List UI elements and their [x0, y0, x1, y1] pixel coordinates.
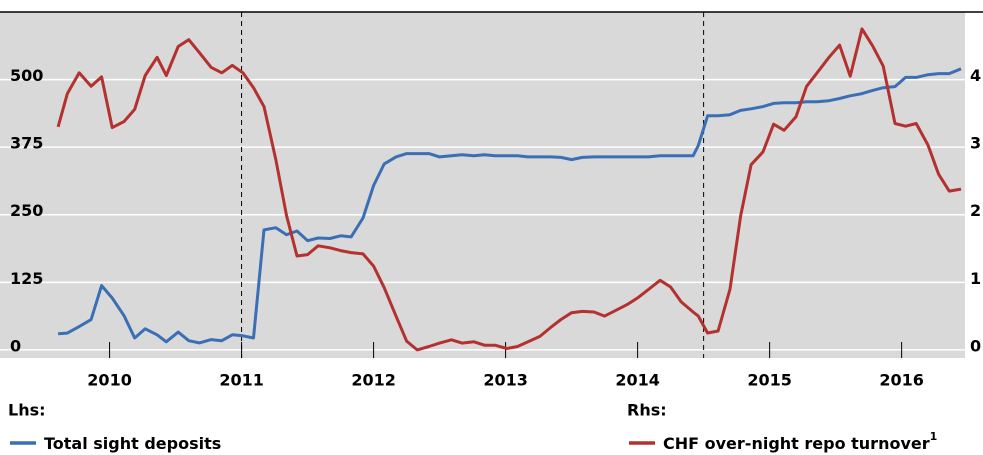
legend-note: 1	[930, 430, 938, 443]
x-tick-label: 2010	[87, 371, 132, 390]
series-line	[58, 67, 962, 345]
y2-tick-label: 1	[970, 269, 981, 288]
x-tick-label: 2013	[483, 371, 528, 390]
legend-group: Lhs:	[8, 401, 46, 420]
y-tick-label: 250	[10, 201, 43, 220]
plot-background	[0, 12, 965, 358]
legend-label: CHF over-night repo turnover1	[663, 430, 937, 453]
x-tick-label: 2015	[747, 371, 792, 390]
legend-group: Rhs:	[627, 401, 667, 420]
y2-tick-label: 4	[970, 66, 981, 85]
x-tick-label: 2012	[351, 371, 396, 390]
series-line	[56, 27, 962, 352]
y-tick-label: 375	[10, 134, 43, 153]
legend-name: CHF over-night repo turnover	[663, 434, 930, 453]
y2-tick-label: 2	[970, 201, 981, 220]
x-tick-label: 2014	[615, 371, 660, 390]
y-tick-label: 500	[10, 66, 43, 85]
x-tick-label: 2016	[879, 371, 924, 390]
legend-label: Total sight deposits	[44, 434, 221, 453]
x-tick-label: 2011	[219, 371, 264, 390]
legend-name: Total sight deposits	[44, 434, 221, 453]
y2-tick-label: 3	[970, 134, 981, 153]
y2-tick-label: 0	[970, 336, 981, 355]
y-tick-label: 125	[10, 269, 43, 288]
y-tick-label: 0	[10, 336, 21, 355]
